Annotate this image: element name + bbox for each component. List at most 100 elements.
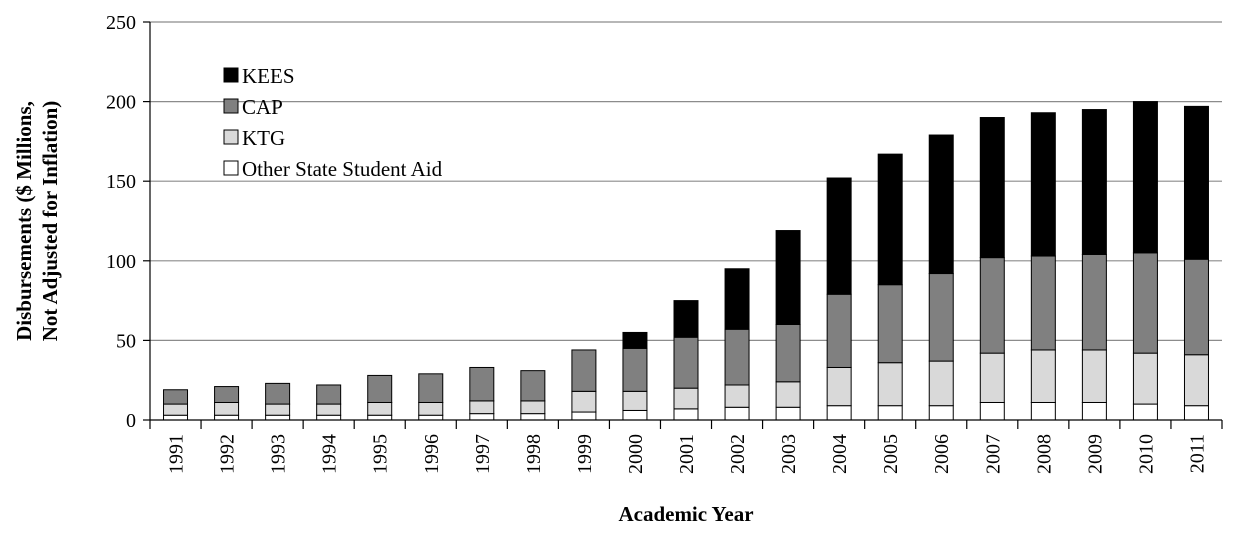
legend-label-cap: CAP	[242, 95, 283, 119]
y-tick-label: 0	[126, 410, 136, 432]
bar-segment-other-state-student-aid-2005	[877, 405, 903, 421]
legend-swatch-kees	[223, 67, 239, 83]
x-tick-label: 2006	[931, 434, 953, 474]
bar-segment-kees-2011	[1183, 105, 1209, 260]
bar-segment-kees-2000	[622, 331, 648, 349]
bar-segment-ktg-1991	[163, 403, 189, 416]
bar-segment-cap-1997	[469, 366, 495, 402]
bar-segment-ktg-1995	[367, 401, 393, 416]
bar-segment-cap-2001	[673, 336, 699, 389]
axes	[143, 21, 1223, 429]
y-tick-label: 100	[106, 251, 136, 273]
bar-segment-other-state-student-aid-1999	[571, 411, 597, 421]
bar-segment-other-state-student-aid-2009	[1081, 401, 1107, 421]
tick-labels: 0 50 100 150 200 250 1991 1992 1993 1994 1995 1996 1…	[106, 12, 1208, 474]
bar-segment-other-state-student-aid-1995	[367, 414, 393, 421]
bar-segment-ktg-1999	[571, 390, 597, 413]
legend-label-kees: KEES	[242, 64, 295, 88]
bar-segment-cap-1992	[214, 386, 240, 403]
bar-segment-other-state-student-aid-2006	[928, 405, 954, 421]
bar-segment-other-state-student-aid-2010	[1132, 403, 1158, 421]
x-tick-label: 2009	[1084, 434, 1106, 474]
bar-segment-ktg-2009	[1081, 349, 1107, 403]
x-tick-label: 2002	[727, 434, 749, 474]
bar-segment-ktg-1996	[418, 401, 444, 416]
bar-segment-ktg-2004	[826, 366, 852, 407]
legend-label-ktg: KTG	[242, 126, 285, 150]
x-tick-label: 2005	[880, 434, 902, 474]
y-tick-label: 50	[116, 330, 136, 352]
bar-segment-cap-1996	[418, 373, 444, 403]
bars	[163, 101, 1209, 421]
x-axis-title: Academic Year	[618, 502, 753, 526]
x-tick-label: 2010	[1135, 434, 1157, 474]
bar-segment-kees-2003	[775, 230, 801, 325]
bar-segment-other-state-student-aid-1993	[265, 414, 291, 421]
bar-segment-ktg-1992	[214, 401, 240, 416]
bar-segment-cap-2007	[979, 257, 1005, 354]
bar-segment-cap-1991	[163, 389, 189, 405]
x-tick-label: 1999	[574, 434, 596, 474]
bar-segment-cap-2008	[1030, 255, 1056, 351]
bar-segment-ktg-2006	[928, 360, 954, 407]
bar-segment-other-state-student-aid-2000	[622, 409, 648, 421]
x-tick-label: 2000	[625, 434, 647, 474]
bar-segment-other-state-student-aid-2002	[724, 406, 750, 421]
legend-label-other-state-student-aid: Other State Student Aid	[242, 157, 443, 181]
bar-segment-cap-1998	[520, 370, 546, 402]
bar-segment-other-state-student-aid-1998	[520, 413, 546, 421]
bar-segment-cap-1999	[571, 349, 597, 392]
bar-segment-ktg-1994	[316, 403, 342, 416]
x-tick-label: 1997	[472, 434, 494, 474]
bar-segment-ktg-2011	[1183, 354, 1209, 407]
bar-segment-ktg-1998	[520, 400, 546, 415]
bar-segment-cap-2011	[1183, 258, 1209, 356]
bar-segment-ktg-2007	[979, 352, 1005, 403]
x-tick-label: 1996	[421, 434, 443, 474]
bar-segment-cap-1993	[265, 382, 291, 405]
bar-segment-other-state-student-aid-1996	[418, 414, 444, 421]
bar-segment-ktg-2002	[724, 384, 750, 408]
bar-segment-cap-2005	[877, 284, 903, 364]
x-tick-label: 2008	[1033, 434, 1055, 474]
x-tick-label: 2003	[778, 434, 800, 474]
bar-segment-ktg-2000	[622, 390, 648, 411]
x-tick-label: 1991	[166, 434, 188, 474]
y-axis-title-line-1: Disbursements ($ Millions,	[12, 101, 36, 341]
bar-segment-cap-2003	[775, 323, 801, 383]
x-tick-label: 2004	[829, 434, 851, 474]
bar-segment-kees-2005	[877, 153, 903, 286]
bar-segment-other-state-student-aid-2004	[826, 405, 852, 421]
x-tick-label: 1993	[268, 434, 290, 474]
bar-segment-kees-2010	[1132, 101, 1158, 254]
bar-segment-cap-2004	[826, 293, 852, 368]
bar-segment-kees-2006	[928, 134, 954, 275]
bar-segment-kees-2009	[1081, 109, 1107, 255]
bar-segment-other-state-student-aid-1997	[469, 413, 495, 421]
bar-segment-ktg-2001	[673, 387, 699, 410]
bar-segment-other-state-student-aid-2001	[673, 408, 699, 421]
bar-segment-cap-2009	[1081, 253, 1107, 351]
bar-segment-ktg-1997	[469, 400, 495, 415]
bar-segment-ktg-2003	[775, 381, 801, 408]
bar-segment-other-state-student-aid-1994	[316, 414, 342, 421]
y-tick-label: 200	[106, 92, 136, 114]
bar-segment-kees-2002	[724, 268, 750, 330]
bar-segment-other-state-student-aid-2008	[1030, 401, 1056, 421]
bar-segment-cap-2002	[724, 328, 750, 386]
bar-segment-other-state-student-aid-2007	[979, 401, 1005, 421]
gridlines	[150, 21, 1222, 341]
bar-segment-cap-2000	[622, 347, 648, 392]
x-tick-label: 1994	[319, 434, 341, 474]
y-tick-label: 250	[106, 12, 136, 34]
bar-segment-kees-2008	[1030, 112, 1056, 257]
x-tick-label: 1998	[523, 434, 545, 474]
bar-segment-cap-2006	[928, 273, 954, 362]
legend-swatch-cap	[223, 98, 239, 114]
legend-swatch-ktg	[223, 129, 239, 145]
bar-segment-other-state-student-aid-2003	[775, 406, 801, 421]
bar-segment-other-state-student-aid-2011	[1183, 405, 1209, 421]
bar-segment-ktg-2010	[1132, 352, 1158, 405]
